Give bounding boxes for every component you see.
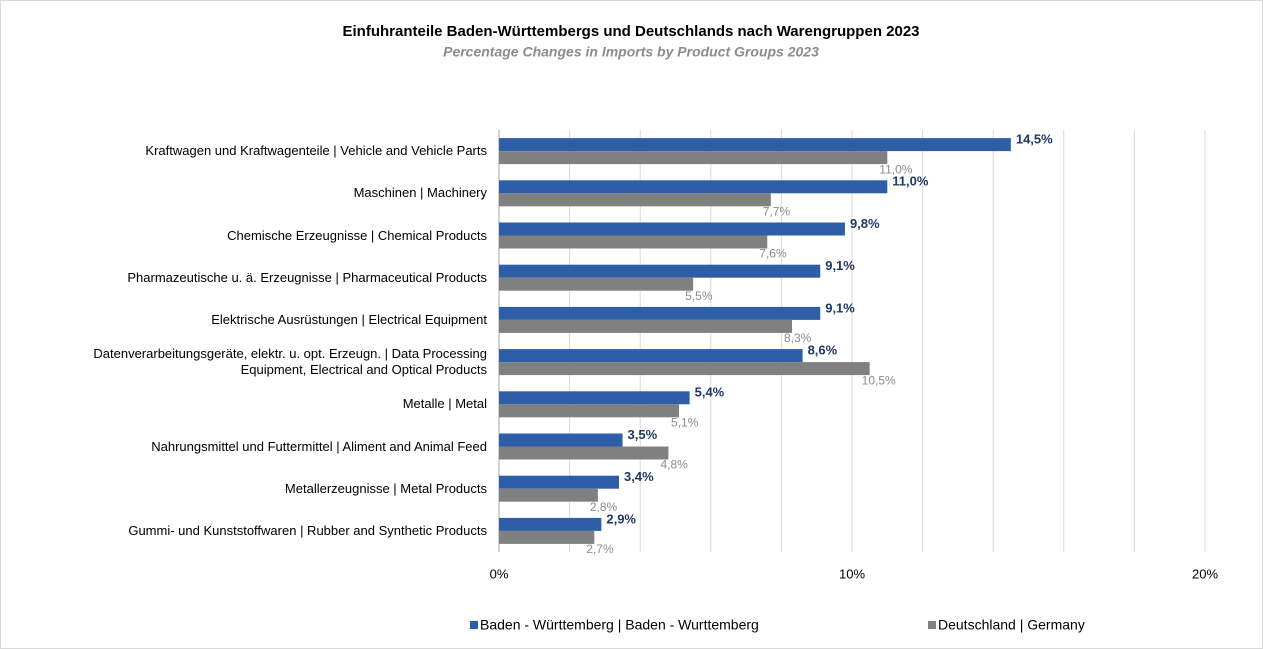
bar — [499, 391, 690, 405]
data-label: 9,1% — [825, 258, 855, 273]
data-label: 4,8% — [660, 458, 688, 472]
data-label: 8,3% — [784, 331, 812, 345]
bar — [499, 151, 888, 165]
x-tick-label: 10% — [839, 566, 865, 581]
data-label: 5,1% — [671, 415, 699, 429]
data-label: 5,5% — [685, 289, 713, 303]
data-label: 9,1% — [825, 300, 855, 315]
y-tick-label: Datenverarbeitungsgeräte, elektr. u. opt… — [93, 346, 487, 378]
data-label: 9,8% — [850, 216, 880, 231]
chart-title: Einfuhranteile Baden-Württembergs und De… — [342, 23, 919, 40]
y-tick-label: Kraftwagen und Kraftwagenteile | Vehicle… — [145, 143, 487, 159]
y-tick-label: Elektrische Ausrüstungen | Electrical Eq… — [211, 311, 487, 327]
bar — [499, 446, 669, 460]
y-tick-label: Chemische Erzeugnisse | Chemical Product… — [227, 227, 487, 243]
bar — [499, 530, 595, 544]
data-label: 11,0% — [892, 174, 929, 189]
bar — [499, 488, 598, 502]
chart-subtitle: Percentage Changes in Imports by Product… — [443, 44, 819, 60]
bar — [499, 277, 694, 291]
y-tick-label: Maschinen | Machinery — [353, 185, 487, 201]
data-label: 8,6% — [808, 343, 838, 358]
y-tick-label: Metallerzeugnisse | Metal Products — [284, 480, 487, 496]
y-tick-label: Gummi- und Kunststoffwaren | Rubber and … — [128, 522, 487, 538]
legend-label: Deutschland | Germany — [938, 617, 1085, 633]
data-label: 2,7% — [586, 542, 614, 556]
data-label: 3,5% — [628, 427, 658, 442]
legend-marker — [928, 621, 936, 629]
bar — [499, 306, 821, 320]
bar — [499, 349, 803, 363]
bar — [499, 138, 1011, 152]
bar — [499, 222, 845, 236]
bar — [499, 264, 821, 278]
data-label: 14,5% — [1016, 132, 1053, 147]
data-label: 10,5% — [862, 373, 896, 387]
x-tick-label: 20% — [1192, 566, 1218, 581]
x-tick-label: 0% — [490, 566, 509, 581]
data-label: 7,7% — [763, 204, 791, 218]
bar — [499, 404, 680, 418]
data-label: 2,8% — [590, 500, 618, 514]
bar — [499, 193, 771, 207]
bar — [499, 319, 792, 333]
y-tick-label: Nahrungsmittel und Futtermittel | Alimen… — [151, 438, 487, 454]
y-tick-label: Pharmazeutische u. ä. Erzeugnisse | Phar… — [127, 269, 487, 285]
legend-label: Baden - Württemberg | Baden - Wurttember… — [480, 617, 759, 633]
bar — [499, 433, 623, 447]
data-label: 3,4% — [624, 469, 654, 484]
data-label: 11,0% — [879, 162, 912, 176]
bar — [499, 235, 768, 249]
data-label: 5,4% — [695, 385, 725, 400]
legend-marker — [470, 621, 478, 629]
bar — [499, 517, 602, 531]
bar — [499, 475, 620, 489]
bar — [499, 362, 870, 376]
bar — [499, 180, 888, 194]
y-tick-label: Metalle | Metal — [402, 396, 487, 412]
data-label: 2,9% — [606, 511, 636, 526]
data-label: 7,6% — [759, 247, 787, 261]
